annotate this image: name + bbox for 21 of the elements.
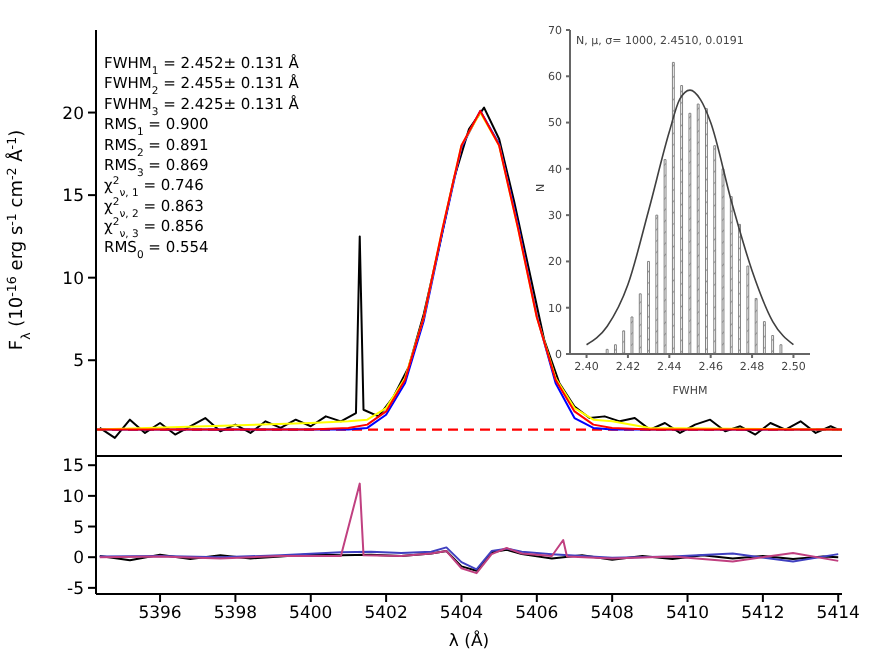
x-tick-label: 5410	[665, 604, 710, 625]
y-tick-label: 20	[62, 104, 84, 125]
y-tick-label: 10	[62, 487, 84, 508]
y-tick-label: 10	[62, 269, 84, 290]
x-tick-label: 5408	[590, 604, 634, 625]
y-tick-label: 5	[73, 352, 84, 373]
y-tick-label: 0	[73, 549, 84, 570]
x-tick-label: 5412	[741, 604, 785, 625]
x-tick-label: 5400	[289, 604, 333, 625]
line-series	[585, 89, 795, 346]
x-tick-label: 5402	[364, 604, 408, 625]
x-tick-label: 5396	[138, 604, 182, 625]
x-tick-label: 5406	[515, 604, 559, 625]
x-axis-title: λ (Å)	[448, 630, 490, 652]
x-tick-label: 5398	[213, 604, 258, 625]
x-tick-label: 5414	[816, 604, 860, 625]
y-tick-label: 5	[73, 518, 84, 539]
x-tick-label: 5404	[439, 604, 484, 625]
y-tick-label: 15	[62, 187, 84, 208]
y-tick-label: -5	[67, 579, 84, 600]
y-tick-label: 15	[62, 457, 84, 478]
